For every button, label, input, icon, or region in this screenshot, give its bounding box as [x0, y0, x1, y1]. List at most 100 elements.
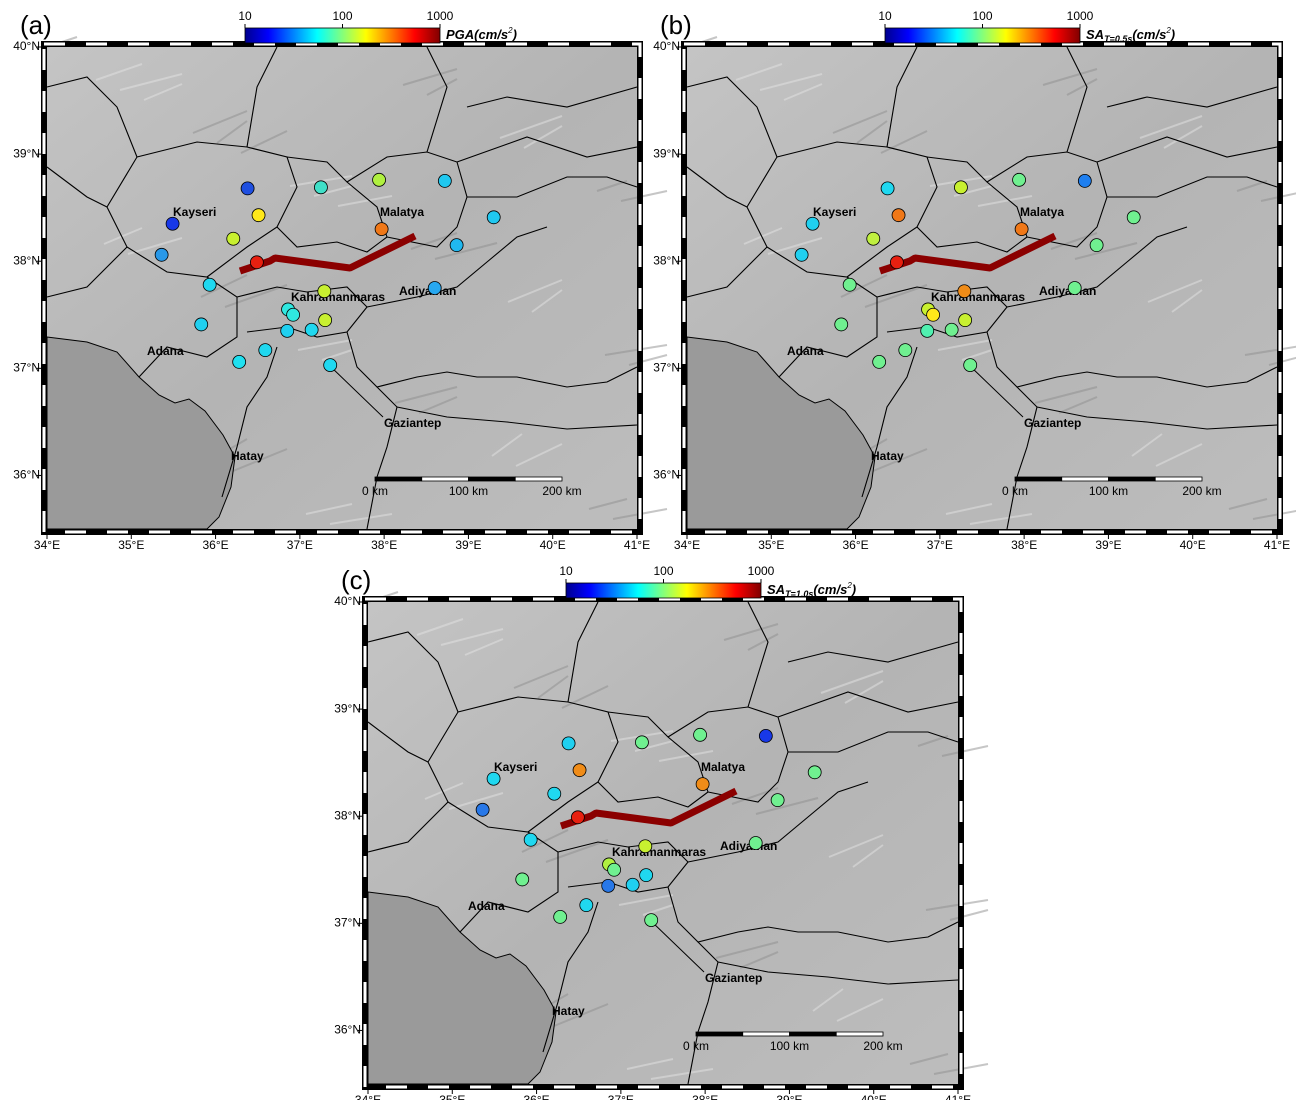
x-tick-label: 41°E — [624, 538, 650, 552]
city-label: Gaziantep — [384, 416, 441, 430]
x-tick-label: 36°E — [842, 538, 868, 552]
station — [580, 899, 593, 912]
x-tick-label: 35°E — [758, 538, 784, 552]
city-label: Malatya — [701, 760, 745, 774]
x-tick-label: 38°E — [371, 538, 397, 552]
station — [639, 840, 652, 853]
station — [694, 728, 707, 741]
station — [281, 324, 294, 337]
station — [487, 772, 500, 785]
city-label: Adiyaman — [1039, 284, 1096, 298]
x-tick-label: 39°E — [776, 1093, 802, 1100]
map-panel: 34°E35°E36°E37°E38°E39°E40°E41°E36°N37°N… — [13, 9, 667, 552]
station — [438, 174, 451, 187]
station — [890, 256, 903, 269]
colorbar-label-name: SA — [767, 582, 785, 597]
y-tick-label: 38°N — [334, 808, 361, 822]
scale-bar-segment — [1109, 477, 1156, 481]
x-tick-label: 39°E — [455, 538, 481, 552]
x-tick-label: 39°E — [1095, 538, 1121, 552]
city-label: Kayseri — [173, 205, 216, 219]
scale-bar-segment — [696, 1032, 743, 1036]
colorbar — [245, 28, 440, 43]
station — [573, 764, 586, 777]
station — [892, 209, 905, 222]
station — [524, 833, 537, 846]
y-tick-label: 36°N — [13, 468, 40, 482]
city-label: Malatya — [1020, 205, 1064, 219]
x-tick-label: 38°E — [692, 1093, 718, 1100]
station — [314, 181, 327, 194]
scale-label: 200 km — [542, 484, 581, 498]
station — [1090, 239, 1103, 252]
scale-label: 100 km — [449, 484, 488, 498]
x-tick-label: 34°E — [355, 1093, 381, 1100]
x-tick-label: 41°E — [1264, 538, 1290, 552]
figure: 34°E 35°E 36°E 37°E 38°E 39°E 40°E 41°E 36°N 37°N… — [0, 0, 1296, 1100]
station — [808, 766, 821, 779]
station — [554, 910, 567, 923]
y-tick-label: 38°N — [653, 253, 680, 267]
colorbar-label-sub: T=1.0s — [785, 589, 813, 599]
x-tick-label: 37°E — [608, 1093, 634, 1100]
colorbar-label: SAT=0.5s(cm/s2) — [1086, 26, 1175, 44]
city-label: Adiyaman — [720, 839, 777, 853]
station — [203, 278, 216, 291]
station — [645, 914, 658, 927]
y-tick-label: 37°N — [13, 361, 40, 375]
station — [1068, 282, 1081, 295]
station — [696, 778, 709, 791]
station — [319, 314, 332, 327]
station — [487, 211, 500, 224]
city-label: Hatay — [871, 449, 904, 463]
city-label: Gaziantep — [1024, 416, 1081, 430]
station — [373, 173, 386, 186]
station — [375, 223, 388, 236]
scale-bar-segment — [422, 477, 469, 481]
scale-bar-segment — [790, 1032, 837, 1036]
scale-label: 200 km — [1182, 484, 1221, 498]
colorbar-tick-label: 100 — [653, 564, 673, 578]
station — [305, 323, 318, 336]
y-tick-label: 39°N — [13, 146, 40, 160]
station — [155, 248, 168, 261]
colorbar-label-unit: (cm/s — [813, 582, 847, 597]
colorbar-label-unit: (cm/s — [1132, 27, 1166, 42]
y-tick-label: 40°N — [334, 594, 361, 608]
station — [318, 285, 331, 298]
station — [1078, 174, 1091, 187]
colorbar-tick-label: 1000 — [1067, 9, 1094, 23]
scale-label: 0 km — [683, 1039, 709, 1053]
station — [608, 863, 621, 876]
x-tick-label: 36°E — [523, 1093, 549, 1100]
map-panel: 34°E35°E36°E37°E38°E39°E40°E41°E36°N37°N… — [334, 564, 988, 1100]
y-tick-label: 39°N — [334, 701, 361, 715]
station — [287, 308, 300, 321]
station — [195, 318, 208, 331]
y-tick-label: 36°N — [334, 1023, 361, 1037]
city-label: Hatay — [231, 449, 264, 463]
station — [843, 278, 856, 291]
city-label: Gaziantep — [705, 971, 762, 985]
station — [1013, 173, 1026, 186]
station — [635, 736, 648, 749]
colorbar-label: SAT=1.0s(cm/s2) — [767, 581, 856, 599]
colorbar-tick-label: 10 — [238, 9, 252, 23]
x-tick-label: 40°E — [861, 1093, 887, 1100]
station — [233, 355, 246, 368]
x-tick-label: 41°E — [945, 1093, 971, 1100]
station — [1127, 211, 1140, 224]
station — [428, 282, 441, 295]
scale-label: 100 km — [770, 1039, 809, 1053]
colorbar-tick-label: 10 — [878, 9, 892, 23]
scale-bar-segment — [375, 477, 422, 481]
panel-label: (b) — [660, 10, 692, 40]
y-tick-label: 38°N — [13, 253, 40, 267]
station — [476, 803, 489, 816]
station — [867, 232, 880, 245]
city-label: Adiyaman — [399, 284, 456, 298]
station — [548, 787, 561, 800]
city-label: Kayseri — [494, 760, 537, 774]
colorbar-label: PGA(cm/s2) — [446, 26, 517, 42]
station — [806, 217, 819, 230]
